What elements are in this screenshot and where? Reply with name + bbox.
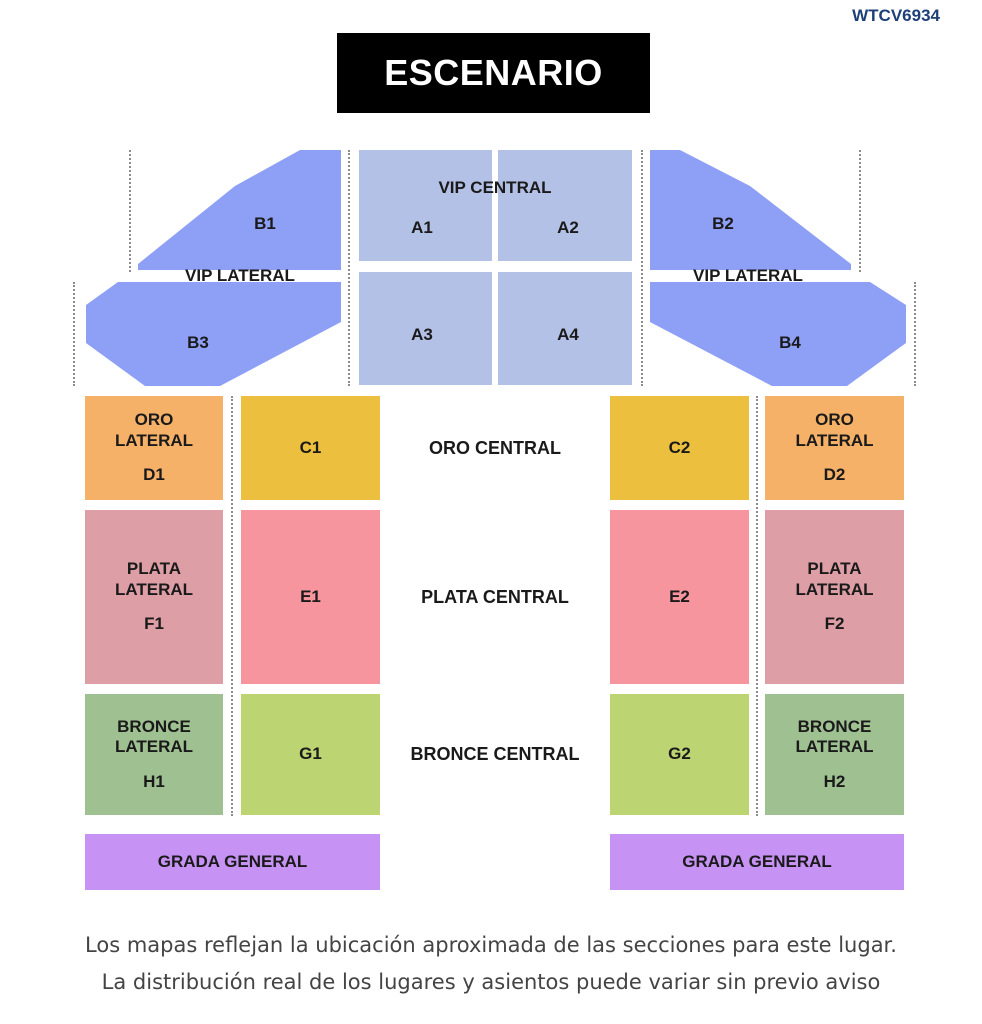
section-b4[interactable]	[650, 282, 906, 386]
section-e1-label: E1	[300, 586, 321, 606]
section-h2[interactable]: BRONCE LATERAL H2	[765, 694, 904, 815]
section-d1[interactable]: ORO LATERAL D1	[85, 396, 223, 500]
plata-lateral-line2: LATERAL	[114, 579, 194, 599]
section-h2-label: H2	[823, 771, 846, 791]
oro-lateral-line1: ORO	[815, 410, 854, 430]
divider-line	[73, 282, 75, 386]
section-grada-right[interactable]: GRADA GENERAL	[610, 834, 904, 890]
divider-line	[348, 150, 350, 386]
section-h1[interactable]: BRONCE LATERAL H1	[85, 694, 223, 815]
section-g1-label: G1	[299, 744, 322, 764]
section-g2-label: G2	[668, 744, 691, 764]
section-a1[interactable]	[359, 150, 492, 261]
section-a4[interactable]	[498, 272, 632, 385]
divider-line	[231, 396, 233, 816]
divider-line	[641, 150, 643, 386]
section-c1[interactable]: C1	[241, 396, 380, 500]
section-e1[interactable]: E1	[241, 510, 380, 684]
oro-lateral-line2: LATERAL	[795, 430, 874, 450]
bronce-lateral-line2: LATERAL	[114, 737, 194, 757]
divider-line	[914, 282, 916, 386]
section-c1-label: C1	[299, 437, 322, 457]
section-grada-left[interactable]: GRADA GENERAL	[85, 834, 380, 890]
section-b3-label: B3	[187, 333, 209, 352]
divider-line	[859, 150, 861, 272]
section-b4-label: B4	[779, 333, 801, 352]
stage: ESCENARIO	[337, 33, 650, 113]
vip-lateral-right-label: VIP LATERAL	[693, 266, 803, 285]
section-e2[interactable]: E2	[610, 510, 749, 684]
oro-central-label: ORO CENTRAL	[429, 437, 561, 458]
section-d2-label: D2	[823, 465, 846, 485]
grada-left-label: GRADA GENERAL	[157, 851, 308, 871]
plata-lateral-line2: LATERAL	[795, 579, 874, 599]
section-c2[interactable]: C2	[610, 396, 749, 500]
bronce-lateral-line2: LATERAL	[795, 737, 874, 757]
oro-lateral-line2: LATERAL	[114, 430, 194, 450]
section-a3[interactable]	[359, 272, 492, 385]
section-a2[interactable]	[498, 150, 632, 261]
plata-lateral-line1: PLATA	[126, 559, 182, 579]
footer-disclaimer-line2: La distribución real de los lugares y as…	[101, 970, 881, 994]
footer-disclaimer-line1: Los mapas reflejan la ubicación aproxima…	[85, 933, 897, 957]
divider-line	[756, 396, 758, 816]
vip-central-label: VIP CENTRAL	[438, 178, 552, 197]
section-f2[interactable]: PLATA LATERAL F2	[765, 510, 904, 684]
section-a3-label: A3	[411, 325, 433, 344]
section-f1-label: F1	[144, 614, 164, 634]
bronce-lateral-line1: BRONCE	[797, 716, 872, 736]
venue-code: WTCV6934	[852, 6, 940, 25]
section-g2[interactable]: G2	[610, 694, 749, 815]
grada-right-label: GRADA GENERAL	[682, 851, 832, 871]
section-e2-label: E2	[669, 586, 690, 606]
section-a2-label: A2	[557, 218, 579, 237]
section-a4-label: A4	[557, 325, 579, 344]
section-d1-label: D1	[143, 465, 165, 485]
section-c2-label: C2	[668, 437, 691, 457]
bronce-central-label: BRONCE CENTRAL	[410, 744, 580, 764]
section-g1[interactable]: G1	[241, 694, 380, 815]
vip-lateral-left-label: VIP LATERAL	[185, 266, 295, 285]
section-d2[interactable]: ORO LATERAL D2	[765, 396, 904, 500]
section-b2-label: B2	[712, 214, 734, 233]
section-b2[interactable]	[650, 150, 851, 270]
divider-line	[129, 150, 131, 272]
section-f1[interactable]: PLATA LATERAL F1	[85, 510, 223, 684]
section-b3[interactable]	[86, 282, 341, 386]
section-b1-label: B1	[254, 214, 276, 233]
plata-lateral-line1: PLATA	[807, 559, 862, 579]
section-h1-label: H1	[143, 771, 165, 791]
oro-lateral-line1: ORO	[134, 410, 174, 430]
section-b1[interactable]	[138, 150, 341, 270]
plata-central-label: PLATA CENTRAL	[421, 586, 569, 607]
section-a1-label: A1	[411, 218, 433, 237]
section-f2-label: F2	[824, 614, 845, 634]
bronce-lateral-line1: BRONCE	[117, 716, 191, 736]
